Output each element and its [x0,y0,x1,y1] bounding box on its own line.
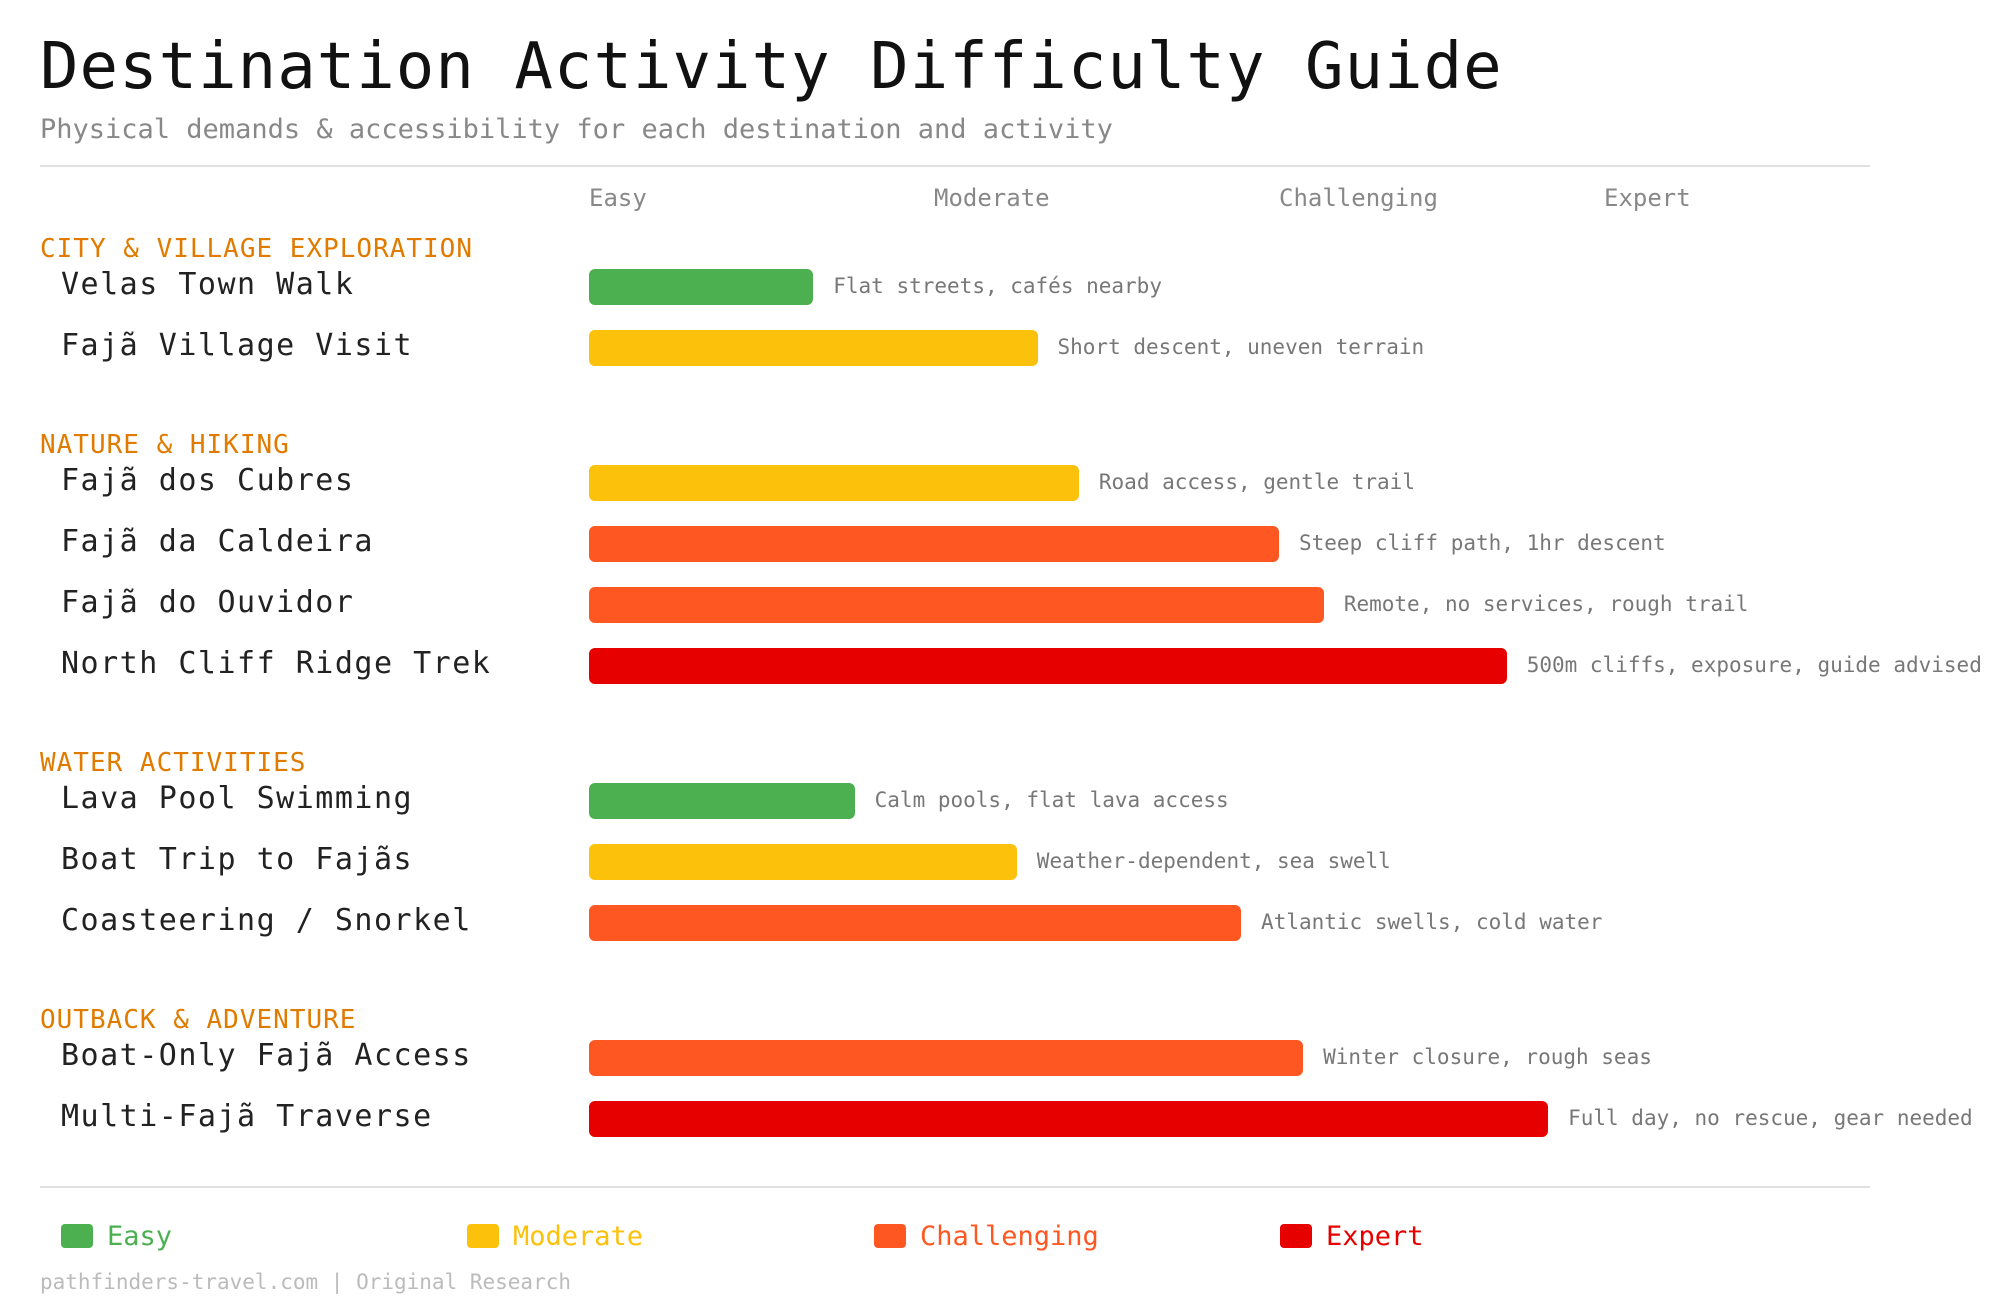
legend-label: Moderate [513,1220,644,1252]
legend-label: Easy [107,1220,173,1252]
activity-note: Weather-dependent, sea swell [1036,849,1391,873]
difficulty-bar-moderate [589,330,1038,366]
activity-label: Coasteering / Snorkel [61,903,472,938]
difficulty-bar-easy [589,269,814,305]
legend-item-expert: Expert [1280,1218,1424,1254]
difficulty-bar-expert [589,648,1507,684]
section-header: CITY & VILLAGE EXPLORATION [40,234,473,264]
difficulty-bar-moderate [589,465,1079,501]
section-header: NATURE & HIKING [40,430,290,460]
difficulty-bar-challenging [589,1040,1304,1076]
legend-swatch [467,1224,499,1248]
difficulty-bar-moderate [589,844,1017,880]
legend-item-challenging: Challenging [874,1218,1099,1254]
activity-label: Boat Trip to Fajãs [61,842,414,877]
footer-source: pathfinders-travel.com | Original Resear… [40,1270,572,1294]
activity-label: Lava Pool Swimming [61,781,414,816]
legend-swatch [1280,1224,1312,1248]
activity-note: Flat streets, cafés nearby [833,274,1162,298]
difficulty-bar-challenging [589,526,1279,562]
scale-label-moderate: Moderate [934,184,1050,212]
legend-swatch [874,1224,906,1248]
activity-note: Road access, gentle trail [1098,470,1415,494]
legend-item-easy: Easy [61,1218,172,1254]
activity-note: Remote, no services, rough trail [1343,592,1749,616]
scale-label-easy: Easy [589,184,647,212]
top-divider [40,165,1870,167]
activity-note: 500m cliffs, exposure, guide advised [1526,653,1982,677]
difficulty-bar-challenging [589,587,1324,623]
section-header: OUTBACK & ADVENTURE [40,1005,357,1035]
activity-note: Winter closure, rough seas [1323,1045,1652,1069]
chart-subtitle: Physical demands & accessibility for eac… [40,114,1113,145]
activity-label: North Cliff Ridge Trek [61,646,492,681]
section-header: WATER ACTIVITIES [40,748,307,778]
scale-label-challenging: Challenging [1279,184,1438,212]
activity-label: Fajã Village Visit [61,328,414,363]
legend-label: Expert [1326,1220,1424,1252]
activity-note: Steep cliff path, 1hr descent [1299,531,1666,555]
chart-title: Destination Activity Difficulty Guide [40,30,1503,104]
difficulty-bar-easy [589,783,855,819]
scale-label-expert: Expert [1604,184,1691,212]
activity-label: Multi-Fajã Traverse [61,1099,433,1134]
activity-label: Fajã da Caldeira [61,524,374,559]
legend-item-moderate: Moderate [467,1218,643,1254]
activity-label: Boat-Only Fajã Access [61,1038,472,1073]
activity-label: Fajã dos Cubres [61,463,355,498]
difficulty-bar-expert [589,1101,1549,1137]
activity-note: Atlantic swells, cold water [1261,910,1603,934]
activity-label: Velas Town Walk [61,267,355,302]
bottom-divider [40,1186,1870,1188]
activity-note: Calm pools, flat lava access [874,788,1229,812]
activity-note: Full day, no rescue, gear needed [1568,1106,1973,1130]
activity-label: Fajã do Ouvidor [61,585,355,620]
legend-swatch [61,1224,93,1248]
legend-label: Challenging [920,1220,1099,1252]
activity-note: Short descent, uneven terrain [1057,335,1425,359]
difficulty-bar-challenging [589,905,1242,941]
